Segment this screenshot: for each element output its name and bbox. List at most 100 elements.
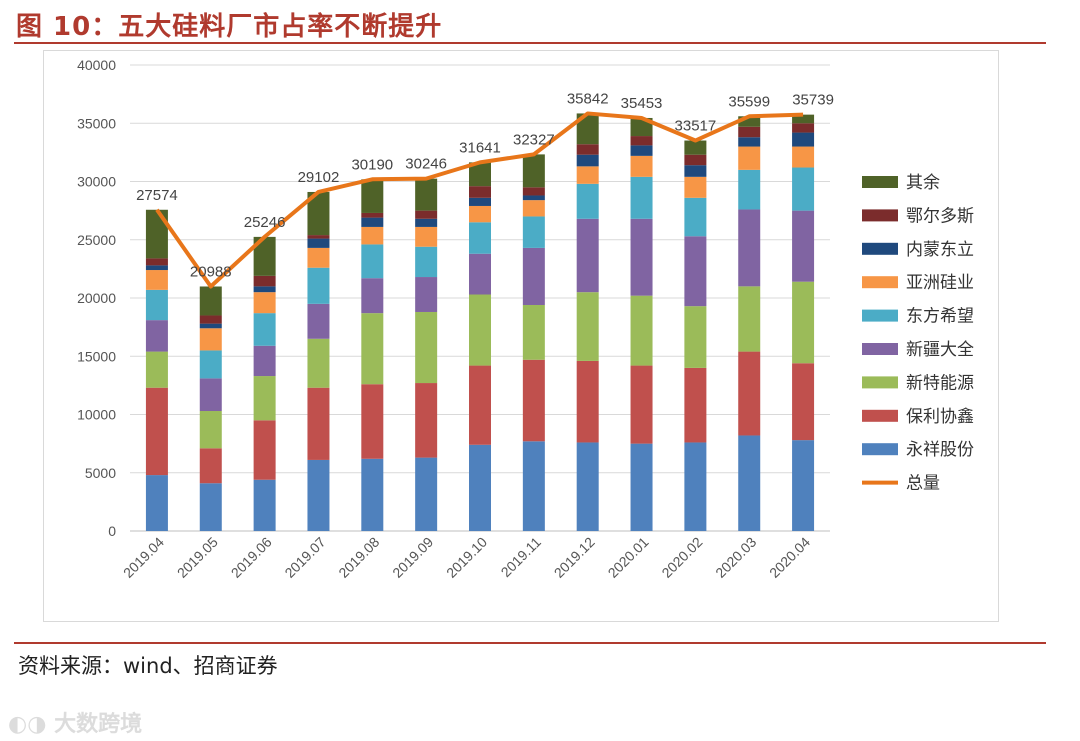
x-tick-label: 2019.05: [174, 534, 221, 581]
bar-segment-2-11: [738, 286, 761, 352]
y-tick-label: 30000: [77, 174, 116, 190]
bar-segment-5-0: [145, 270, 168, 290]
x-tick-label: 2019.06: [228, 534, 275, 581]
legend-label: 亚洲硅业: [906, 273, 974, 293]
total-data-label: 32327: [513, 131, 555, 148]
x-tick-label: 2020.02: [658, 534, 705, 581]
bar-segment-2-5: [415, 311, 438, 384]
bar-segment-4-5: [415, 246, 438, 278]
y-tick-label: 20000: [77, 290, 116, 306]
bar-segment-3-3: [307, 303, 330, 339]
bar-segment-5-5: [415, 226, 438, 247]
y-tick-label: 15000: [77, 348, 116, 364]
bar-segment-5-11: [738, 146, 761, 170]
x-tick-label: 2019.08: [335, 534, 382, 581]
bar-segment-1-5: [415, 383, 438, 458]
title-divider: [14, 42, 1046, 44]
bar-segment-6-3: [307, 238, 330, 248]
legend-label: 新特能源: [906, 373, 974, 393]
legend-label: 新疆大全: [906, 340, 974, 360]
bar-segment-3-5: [415, 277, 438, 312]
bar-segment-5-12: [792, 146, 815, 168]
legend-label: 保利协鑫: [906, 407, 974, 427]
footer-divider: [14, 642, 1046, 644]
legend-swatch: [862, 276, 898, 289]
bar-segment-6-5: [415, 218, 438, 227]
bar-segment-1-9: [630, 365, 653, 444]
bar-segment-1-8: [576, 360, 599, 443]
legend-label: 总量: [906, 474, 940, 494]
bar-segment-8-12: [792, 114, 815, 124]
bar-segment-5-6: [469, 205, 491, 223]
bar-segment-8-10: [684, 140, 707, 155]
bar-segment-2-3: [307, 338, 330, 388]
legend-swatch: [862, 376, 898, 389]
total-data-label: 30246: [405, 156, 447, 173]
bar-segment-8-5: [415, 178, 438, 211]
bar-segment-5-4: [361, 226, 384, 245]
bar-segment-0-0: [145, 475, 168, 531]
legend-swatch: [862, 309, 898, 322]
bar-segment-5-7: [522, 200, 545, 217]
watermark-icon: ◐◑: [8, 712, 47, 737]
x-tick-label: 2020.04: [766, 534, 813, 581]
bar-segment-7-10: [684, 154, 707, 166]
bar-segment-2-9: [630, 295, 653, 366]
total-labels: 27574 20988 25246 29102 30190 30246 31641 32327…: [136, 90, 834, 280]
bar-segment-4-10: [684, 197, 707, 237]
bar-segment-3-12: [792, 210, 815, 282]
bar-segment-3-11: [738, 209, 761, 287]
bar-segment-0-2: [253, 479, 276, 531]
bar-segment-6-12: [792, 132, 815, 147]
watermark-text: 大数跨境: [54, 712, 143, 737]
x-tick-label: 2019.04: [120, 534, 167, 581]
bar-segment-0-3: [307, 459, 330, 531]
bar-segment-8-1: [199, 286, 222, 316]
bar-segment-7-2: [253, 275, 276, 287]
bar-segment-0-5: [415, 457, 438, 531]
bar-segment-6-4: [361, 217, 384, 227]
bar-segment-3-2: [253, 345, 276, 377]
bar-segment-1-11: [738, 351, 761, 436]
bar-segment-6-9: [630, 145, 653, 156]
bar-segment-0-6: [469, 444, 491, 531]
bar-stacks: [145, 113, 815, 531]
bar-segment-7-12: [792, 123, 815, 133]
bar-segment-1-10: [684, 367, 707, 443]
bar-segment-5-8: [576, 166, 599, 184]
bar-segment-7-1: [199, 315, 222, 324]
bar-segment-7-5: [415, 210, 438, 219]
bar-segment-3-0: [145, 320, 168, 352]
total-data-label: 27574: [136, 187, 178, 204]
source-note: 资料来源：wind、招商证券: [18, 654, 278, 678]
total-data-label: 31641: [459, 139, 501, 156]
bar-segment-4-8: [576, 183, 599, 219]
legend-label: 其余: [906, 173, 940, 193]
bar-segment-5-9: [630, 155, 653, 177]
bar-segment-3-9: [630, 218, 653, 296]
bar-segment-7-9: [630, 136, 653, 146]
x-tick-label: 2019.09: [389, 534, 436, 581]
bar-segment-0-9: [630, 443, 653, 531]
total-data-label: 20988: [190, 263, 232, 280]
bar-segment-2-6: [469, 294, 491, 366]
page-title: 图 10：五大硅料厂市占率不断提升: [16, 12, 443, 42]
bar-segment-4-2: [253, 313, 276, 346]
y-tick-label: 0: [108, 523, 116, 539]
bar-segment-4-4: [361, 244, 384, 279]
bar-segment-2-10: [684, 306, 707, 368]
bar-segment-7-7: [522, 187, 545, 196]
total-data-label: 35453: [621, 95, 663, 112]
legend-swatch: [862, 343, 898, 355]
bar-segment-5-1: [199, 328, 222, 351]
bar-segment-8-8: [576, 113, 599, 145]
total-line: [155, 111, 804, 289]
bar-segment-2-8: [576, 292, 599, 361]
bar-segment-0-11: [738, 435, 761, 531]
bar-segment-8-9: [630, 117, 653, 137]
x-tick-label: 2019.10: [443, 534, 490, 581]
legend-swatch: [862, 209, 898, 222]
y-tick-label: 10000: [77, 407, 116, 423]
y-tick-label: 40000: [77, 57, 116, 73]
